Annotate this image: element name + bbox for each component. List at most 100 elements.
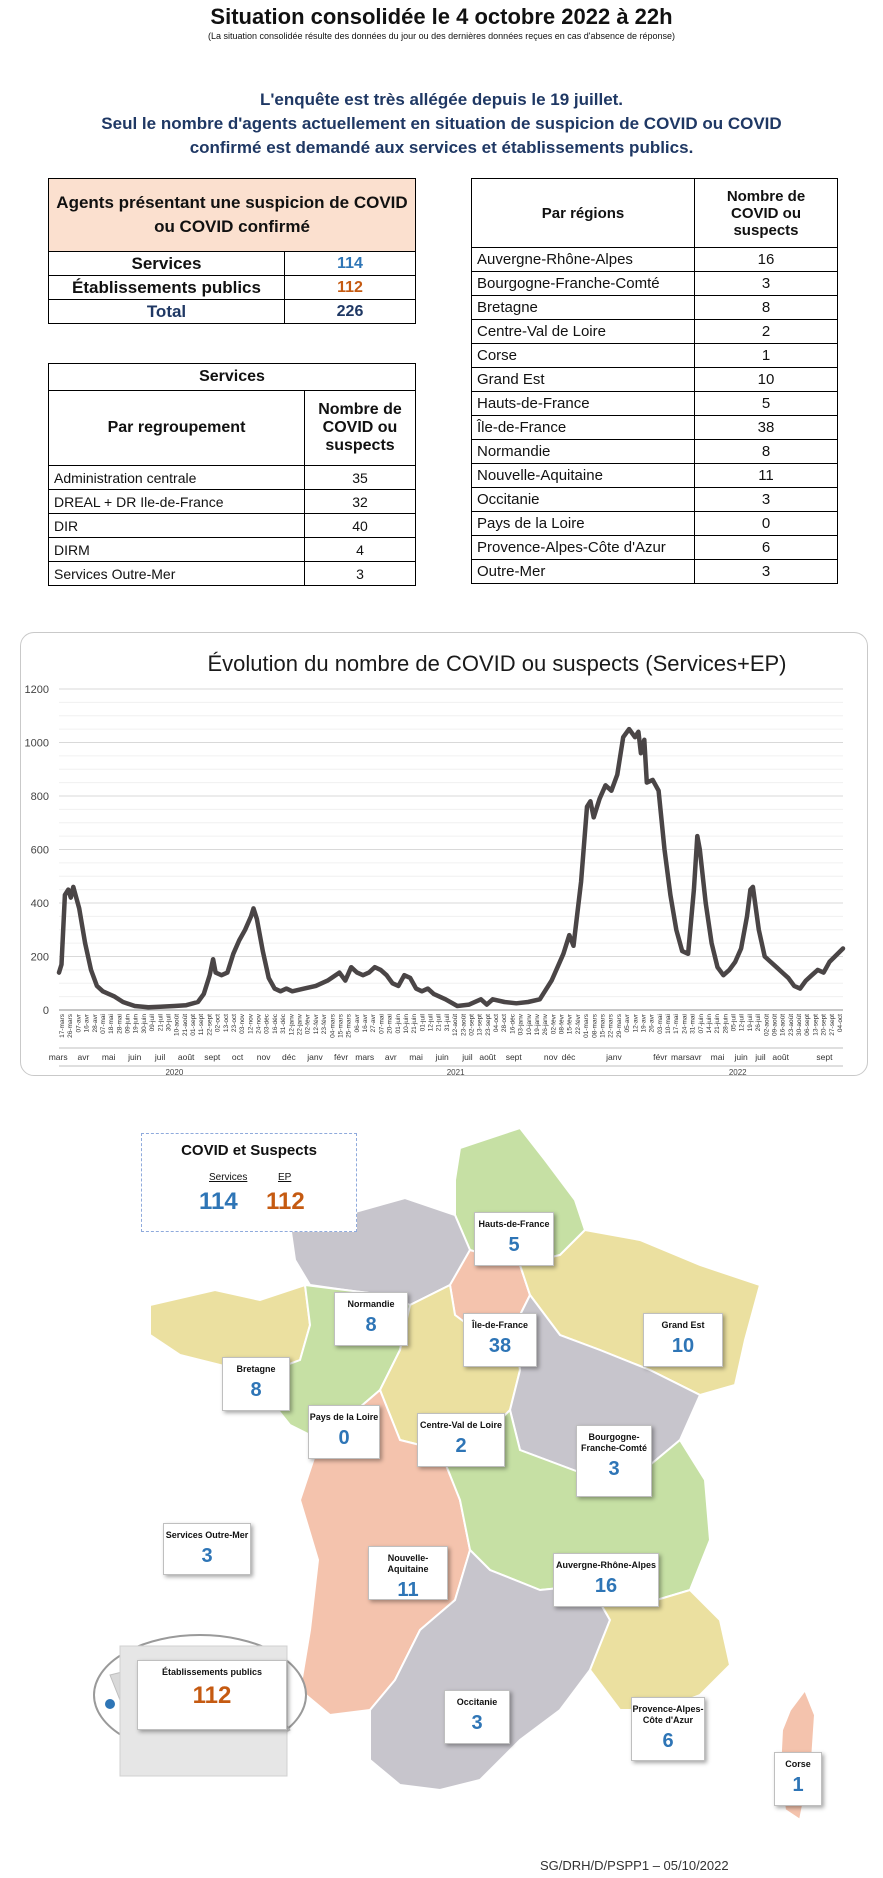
x-tick-label: 12-avr (632, 1013, 639, 1032)
notice: L'enquête est très allégée depuis le 19 … (60, 88, 823, 160)
x-tick-label: 16-avr (362, 1013, 369, 1032)
page-title: Situation consolidée le 4 octobre 2022 à… (210, 4, 673, 29)
region-row-label: Centre-Val de Loire (471, 319, 695, 344)
region-row-value: 0 (694, 511, 838, 536)
map-label-nouvelle-aquitaine: Nouvelle-Aquitaine 11 (368, 1546, 448, 1601)
map-label-grand-est: Grand Est 10 (643, 1313, 723, 1367)
table-row: Auvergne-Rhône-Alpes 16 (471, 247, 838, 272)
services-row-value: 35 (304, 465, 416, 490)
chart-panel: Évolution du nombre de COVID ou suspects… (20, 632, 868, 1076)
month-label: avr (78, 1052, 90, 1062)
x-tick-label: 05-juil (731, 1013, 738, 1031)
x-tick-label: 23-oct (231, 1014, 238, 1032)
map-label-corse: Corse 1 (774, 1752, 822, 1806)
table-row: Bretagne 8 (471, 295, 838, 320)
month-label: févr (653, 1052, 667, 1062)
table-row: Outre-Mer 3 (471, 559, 838, 584)
region-row-label: Occitanie (471, 487, 695, 512)
x-tick-label: 15-mars (600, 1013, 607, 1038)
region-row-value: 1 (694, 343, 838, 368)
region-row-label: Bourgogne-Franche-Comté (471, 271, 695, 296)
map-label-normandie: Normandie 8 (334, 1292, 408, 1346)
notice-line-2: Seul le nombre d'agents actuellement en … (101, 114, 782, 133)
table-row: DIRM 4 (48, 537, 416, 562)
map-label-hauts-de-france: Hauts-de-France 5 (474, 1212, 554, 1266)
x-tick-label: 21-juil (157, 1013, 164, 1031)
x-tick-label: 11-sept (198, 1014, 205, 1035)
month-label: nov (544, 1052, 558, 1062)
x-tick-label: 31-mai (690, 1014, 697, 1034)
x-tick-label: 23-sept (485, 1014, 492, 1036)
x-tick-label: 09-juil (149, 1013, 156, 1031)
services-row-label: DIRM (48, 537, 305, 562)
month-label: mai (409, 1052, 423, 1062)
regions-table: Par régions Nombre de COVID ou suspects … (471, 178, 838, 584)
x-tick-label: 30-juin (141, 1014, 148, 1034)
region-row-label: Normandie (471, 439, 695, 464)
region-row-value: 3 (694, 271, 838, 296)
map-label-pays-de-la-loire: Pays de la Loire 0 (308, 1405, 380, 1459)
y-tick-label: 200 (31, 952, 49, 964)
services-row-value: 4 (304, 537, 416, 562)
x-tick-label: 21-juil (436, 1013, 443, 1031)
x-tick-label: 30-août (796, 1014, 803, 1036)
table-row: Normandie 8 (471, 439, 838, 464)
x-tick-label: 10-mai (665, 1014, 672, 1034)
x-tick-label: 01-juil (419, 1013, 426, 1031)
month-label: août (479, 1052, 496, 1062)
regions-col-count: Nombre de COVID ou suspects (694, 178, 838, 248)
x-tick-label: 08-mars (591, 1013, 598, 1038)
table-row: Bourgogne-Franche-Comté 3 (471, 271, 838, 296)
x-tick-label: 03-nov (239, 1013, 246, 1034)
x-tick-label: 24-nov (256, 1013, 263, 1034)
region-row-value: 38 (694, 415, 838, 440)
x-tick-label: 18-mai (108, 1014, 115, 1034)
x-tick-label: 04-oct (493, 1014, 500, 1032)
services-row-value: 32 (304, 489, 416, 514)
x-tick-label: 15-févr (567, 1013, 574, 1034)
y-tick-label: 400 (31, 898, 49, 910)
x-tick-label: 16-août (780, 1014, 787, 1036)
month-label: déc (562, 1052, 576, 1062)
services-table-title: Services (48, 363, 416, 391)
table-row: Provence-Alpes-Côte d'Azur 6 (471, 535, 838, 560)
region-row-value: 6 (694, 535, 838, 560)
x-tick-label: 31-juil (444, 1013, 451, 1031)
x-tick-label: 02-févr (305, 1013, 312, 1034)
agents-table: Agents présentant une suspicion de COVID… (48, 178, 416, 324)
table-row: Services 114 (48, 251, 416, 276)
map-label-occitanie: Occitanie 3 (444, 1690, 510, 1744)
year-label: 2020 (165, 1068, 183, 1075)
france-map-shapes (93, 1126, 817, 1822)
region-row-label: Provence-Alpes-Côte d'Azur (471, 535, 695, 560)
month-label: sept (816, 1052, 833, 1062)
month-label: juil (754, 1052, 766, 1062)
legend-ep-value: 112 (266, 1188, 305, 1215)
x-tick-label: 10-janv (526, 1013, 533, 1035)
region-shape-paca (587, 1583, 732, 1711)
page-subtitle: (La situation consolidée résulte des don… (207, 31, 676, 41)
x-tick-label: 23-août (788, 1014, 795, 1036)
notice-line-3: confirmé est demandé aux services et éta… (189, 138, 694, 157)
y-tick-label: 1200 (25, 684, 49, 696)
month-label: avr (385, 1052, 397, 1062)
x-tick-label: 22-janv (297, 1013, 304, 1035)
x-tick-label: 13-oct (223, 1014, 230, 1032)
table-row: Administration centrale 35 (48, 465, 416, 490)
y-tick-label: 800 (31, 791, 49, 803)
legend-box: COVID et Suspects Services EP 114 112 (141, 1133, 357, 1232)
month-label: déc (282, 1052, 296, 1062)
x-tick-label: 14-juin (706, 1014, 713, 1034)
x-tick-label: 28-avr (92, 1013, 99, 1032)
x-tick-label: 09-juin (125, 1014, 132, 1034)
month-label: févr (334, 1052, 348, 1062)
region-row-label: Pays de la Loire (471, 511, 695, 536)
x-tick-label: 27-sept (829, 1014, 836, 1036)
region-row-value: 2 (694, 319, 838, 344)
region-row-label: Outre-Mer (471, 559, 695, 584)
legend-services-label: Services (209, 1172, 248, 1183)
year-label: 2021 (447, 1068, 465, 1075)
table-row: Services Outre-Mer 3 (48, 561, 416, 586)
x-tick-label: 25-mars (346, 1013, 353, 1038)
region-row-value: 8 (694, 295, 838, 320)
